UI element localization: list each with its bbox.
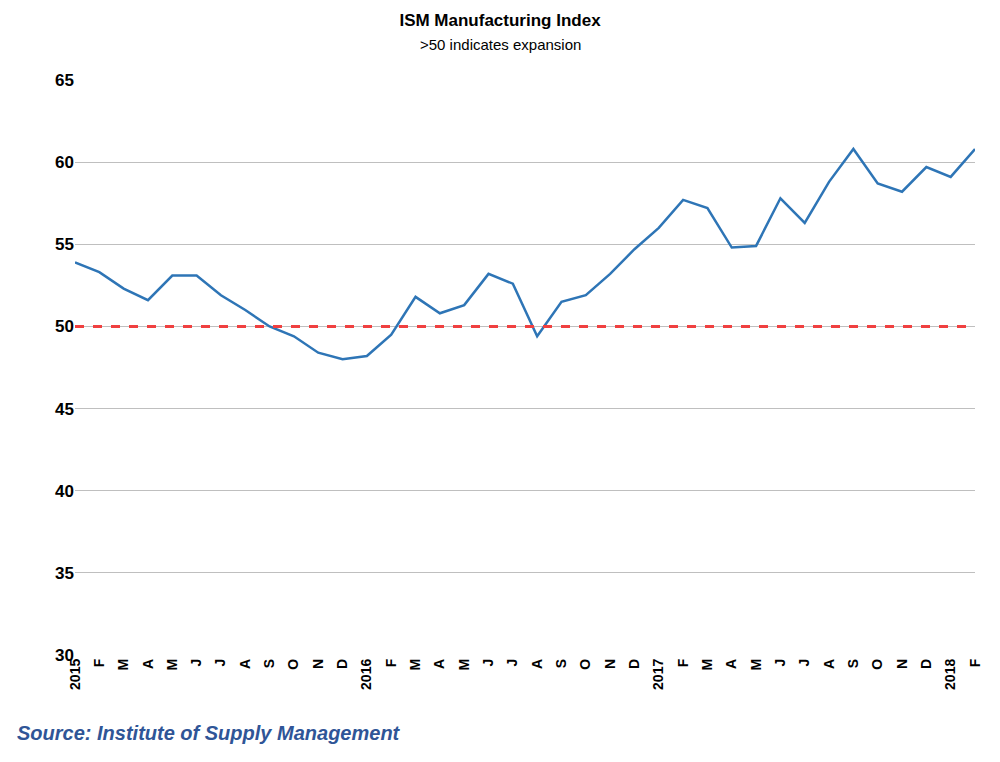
svg-text:A: A [237, 659, 253, 669]
svg-text:F: F [383, 658, 399, 667]
svg-text:J: J [480, 659, 496, 667]
svg-text:M: M [456, 659, 472, 671]
svg-text:2018: 2018 [942, 659, 958, 690]
svg-text:65: 65 [55, 71, 74, 90]
svg-text:O: O [869, 659, 885, 670]
svg-text:30: 30 [55, 646, 74, 665]
svg-text:A: A [431, 659, 447, 669]
svg-text:A: A [529, 659, 545, 669]
svg-text:D: D [918, 659, 934, 669]
svg-text:A: A [140, 659, 156, 669]
svg-text:N: N [310, 659, 326, 669]
svg-text:M: M [407, 659, 423, 671]
svg-text:O: O [577, 659, 593, 670]
svg-text:O: O [285, 659, 301, 670]
svg-text:>50 indicates expansion: >50 indicates expansion [420, 36, 581, 53]
svg-text:F: F [675, 658, 691, 667]
svg-text:D: D [334, 659, 350, 669]
svg-text:A: A [821, 659, 837, 669]
svg-text:N: N [894, 659, 910, 669]
svg-text:J: J [213, 659, 229, 667]
svg-text:F: F [967, 658, 983, 667]
svg-text:35: 35 [55, 564, 74, 583]
svg-text:50: 50 [55, 317, 74, 336]
svg-text:M: M [748, 659, 764, 671]
svg-text:J: J [796, 659, 812, 667]
svg-text:S: S [553, 659, 569, 668]
svg-text:M: M [115, 659, 131, 671]
svg-text:S: S [261, 659, 277, 668]
svg-text:55: 55 [55, 235, 74, 254]
svg-text:45: 45 [55, 400, 74, 419]
svg-text:40: 40 [55, 482, 74, 501]
svg-text:A: A [723, 659, 739, 669]
svg-text:J: J [772, 659, 788, 667]
svg-text:N: N [602, 659, 618, 669]
svg-text:M: M [164, 659, 180, 671]
svg-text:J: J [188, 659, 204, 667]
svg-text:J: J [504, 659, 520, 667]
svg-text:2016: 2016 [358, 659, 374, 690]
svg-text:60: 60 [55, 153, 74, 172]
svg-text:D: D [626, 659, 642, 669]
svg-text:M: M [699, 659, 715, 671]
svg-text:F: F [91, 658, 107, 667]
svg-text:2015: 2015 [67, 659, 83, 690]
svg-text:2017: 2017 [650, 659, 666, 690]
svg-text:S: S [845, 659, 861, 668]
svg-text:ISM Manufacturing Index: ISM Manufacturing Index [399, 11, 601, 30]
svg-text:Source: Institute of Supply Ma: Source: Institute of Supply Management [17, 722, 401, 744]
